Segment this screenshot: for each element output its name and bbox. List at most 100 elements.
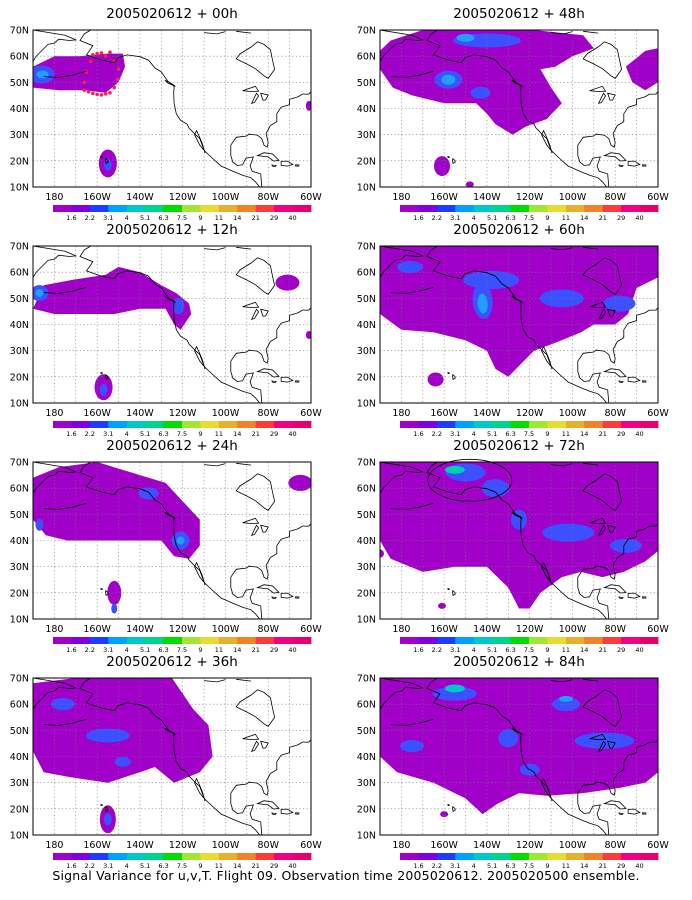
coastline [271,164,277,168]
colorbar-swatch [182,637,201,644]
colorbar-swatch [237,853,257,860]
coastline [607,524,616,533]
variance-region [380,678,658,815]
variance-blob [574,732,635,749]
observation-marker [116,67,121,72]
colorbar-swatch [218,853,238,860]
colorbar-label: 1.6 [66,430,76,438]
coastline [447,588,450,591]
map-frame [32,677,312,836]
observation-track [82,50,121,97]
lat-tick-label: 40N [357,752,376,763]
colorbar-swatch [163,853,183,860]
colorbar-label: 29 [617,862,625,870]
colorbar-swatch [455,205,475,212]
coastline [312,510,326,522]
colorbar-label: 6.3 [158,430,168,438]
observation-marker [91,53,95,57]
colorbar-label: 21 [599,646,607,654]
panel-title: 2005020612 + 36h [106,654,238,670]
coastline [256,152,280,162]
coastline [256,584,280,594]
colorbar-label: 4 [472,646,476,654]
coastline [79,678,311,835]
colorbar-label: 2.2 [85,430,95,438]
variance-blob [438,602,447,609]
lon-tick-label: 180 [45,624,63,635]
coastline [603,800,627,810]
map-panel-36h: 2005020612 + 36h 10N 20N 30N 40N 50N 60N 70N 180… [10,654,326,870]
coastline [589,733,607,740]
coastline [380,30,425,63]
observation-marker [88,59,93,64]
map-panel-24h: 2005020612 + 24h 10N 20N 30N 40N 50N 60N 70N 180… [10,438,326,654]
coastline [618,596,624,600]
colorbar-swatch [510,205,530,212]
coastline [295,164,300,167]
lat-tick-label: 50N [10,78,29,89]
variance-blob [498,729,519,748]
colorbar-label: 6.3 [505,430,515,438]
colorbar-label: 21 [599,862,607,870]
lon-tick-label: 80W [604,840,626,851]
coastline [295,812,300,815]
lon-tick-label: 140W [473,624,501,635]
colorbar-label: 14 [233,430,241,438]
variance-region [33,462,200,559]
lon-tick-label: 60W [300,408,322,419]
lat-tick-label: 50N [10,726,29,737]
colorbar-label: 3.1 [450,430,460,438]
colorbar-label: 6.3 [505,214,515,222]
colorbar-swatch [255,205,275,212]
lon-tick-label: 60W [647,408,669,419]
coastline [627,592,641,599]
colorbar-label: 3.1 [450,862,460,870]
colorbar-swatch [547,853,567,860]
map-frame [32,461,312,620]
lat-tick-label: 10N [10,615,29,626]
colorbar-label: 3.1 [450,646,460,654]
map-area [380,30,658,187]
colorbar-swatch [418,421,438,428]
lat-tick-label: 60N [10,52,29,63]
colorbar-label: 7.5 [524,646,534,654]
coastline [618,812,624,816]
map-panel-12h: 2005020612 + 12h 10N 20N 30N 40N 50N 60N 70N 180… [10,222,323,438]
colorbar-swatch [126,205,146,212]
map-area [33,246,311,403]
lon-tick-label: 80W [257,192,279,203]
variance-blob [441,74,456,85]
lat-tick-label: 30N [357,778,376,789]
colorbar-swatch [510,421,530,428]
coastline [551,463,573,467]
colorbar-label: 4 [125,862,129,870]
coastline [260,308,269,317]
colorbar-swatch [400,853,419,860]
colorbar-label: 40 [288,430,296,438]
colorbar-label: 1.6 [66,646,76,654]
lat-tick-label: 40N [357,320,376,331]
colorbar-label: 21 [252,646,260,654]
lat-tick-label: 50N [357,510,376,521]
colorbar-label: 4 [472,430,476,438]
colorbar-label: 2.2 [432,646,442,654]
variance-blob [288,474,311,491]
lat-tick-label: 70N [10,674,29,685]
variance-region [33,678,213,783]
panel-title: 2005020612 + 00h [106,6,238,22]
lat-tick-label: 20N [357,588,376,599]
colorbar-label: 11 [215,862,223,870]
coastline [582,473,623,511]
map-area [33,30,311,187]
lat-tick-label: 40N [357,104,376,115]
colorbar-label: 11 [215,430,223,438]
coastline [312,726,326,738]
colorbar: 1.6 2.2 3.1 4 5.1 6.3 7.5 9 11 14 21 29 40 [400,205,659,222]
colorbar-label: 9 [545,646,549,654]
colorbar-swatch [400,205,419,212]
panel-title: 2005020612 + 12h [106,222,238,238]
variance-blob [35,518,44,531]
coastline [33,30,78,63]
colorbar-swatch [71,637,91,644]
coastline [551,31,573,35]
